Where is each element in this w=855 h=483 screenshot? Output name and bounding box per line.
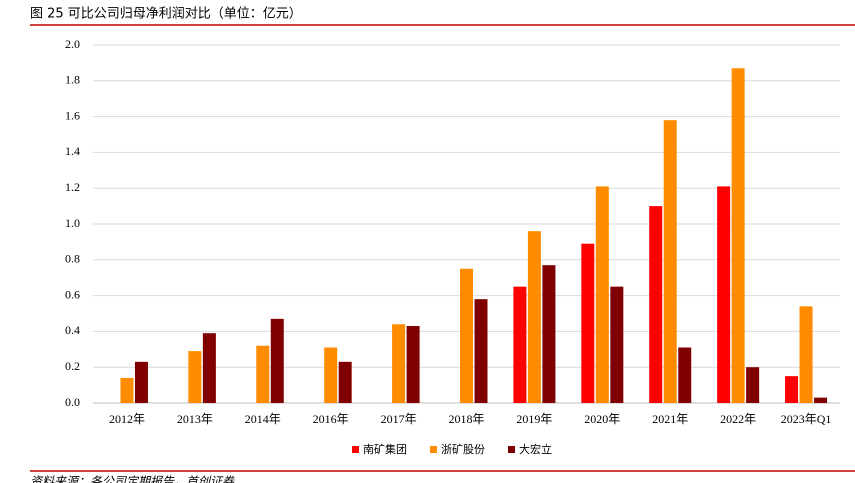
bar [270, 318, 284, 403]
bar [188, 351, 202, 403]
bar [120, 377, 134, 403]
y-tick-label: 0.6 [65, 287, 80, 301]
x-tick-label: 2017年 [381, 412, 417, 426]
bar [527, 231, 541, 403]
legend-label: 浙矿股份 [441, 443, 485, 456]
y-tick-label: 1.2 [65, 180, 80, 194]
bar [256, 345, 270, 403]
y-tick-label: 1.4 [65, 144, 80, 158]
bar [338, 361, 352, 403]
bar [406, 326, 420, 403]
x-tick-label: 2020年 [584, 412, 620, 426]
bar [460, 268, 473, 403]
bar [649, 206, 663, 403]
y-tick-label: 2.0 [65, 37, 80, 51]
bar [581, 243, 595, 403]
bar [595, 186, 609, 403]
bar [799, 306, 813, 403]
bar [731, 68, 745, 404]
bar [610, 286, 624, 403]
y-tick-label: 1.8 [65, 73, 80, 87]
source-note: 资料来源：各公司定期报告，首创证券 [30, 475, 235, 483]
x-tick-label: 2012年 [109, 412, 145, 426]
bar [814, 397, 828, 403]
bar [678, 347, 692, 403]
bar [202, 333, 216, 403]
y-tick-label: 0.0 [65, 395, 80, 409]
legend-label: 南矿集团 [363, 442, 407, 456]
bar [134, 361, 148, 403]
y-tick-label: 0.4 [65, 323, 80, 337]
chart-title: 图 25 可比公司归母净利润对比（单位：亿元） [30, 7, 302, 22]
y-tick-label: 1.0 [65, 216, 80, 230]
x-tick-label: 2013年 [177, 412, 213, 426]
x-tick-label: 2018年 [448, 412, 484, 426]
bar [785, 376, 799, 403]
x-tick-label: 2014年 [245, 412, 281, 426]
x-tick-label: 2016年 [313, 412, 349, 426]
bar [663, 120, 677, 404]
bar [324, 347, 338, 403]
bar [542, 265, 556, 403]
x-tick-label: 2019年 [516, 412, 552, 426]
x-tick-label: 2023年Q1 [781, 412, 832, 426]
bar [746, 367, 760, 403]
bar [474, 299, 488, 403]
y-tick-label: 0.8 [65, 252, 80, 266]
legend-swatch [352, 446, 359, 453]
y-tick-label: 1.6 [65, 108, 80, 122]
bar [513, 286, 527, 403]
y-tick-label: 0.2 [65, 359, 80, 373]
x-tick-label: 2022年 [720, 412, 756, 426]
bar [392, 324, 406, 403]
bar [717, 186, 731, 403]
legend-swatch [508, 446, 515, 453]
legend-swatch [430, 446, 437, 453]
x-tick-label: 2021年 [652, 412, 688, 426]
legend-label: 大宏立 [519, 442, 552, 456]
